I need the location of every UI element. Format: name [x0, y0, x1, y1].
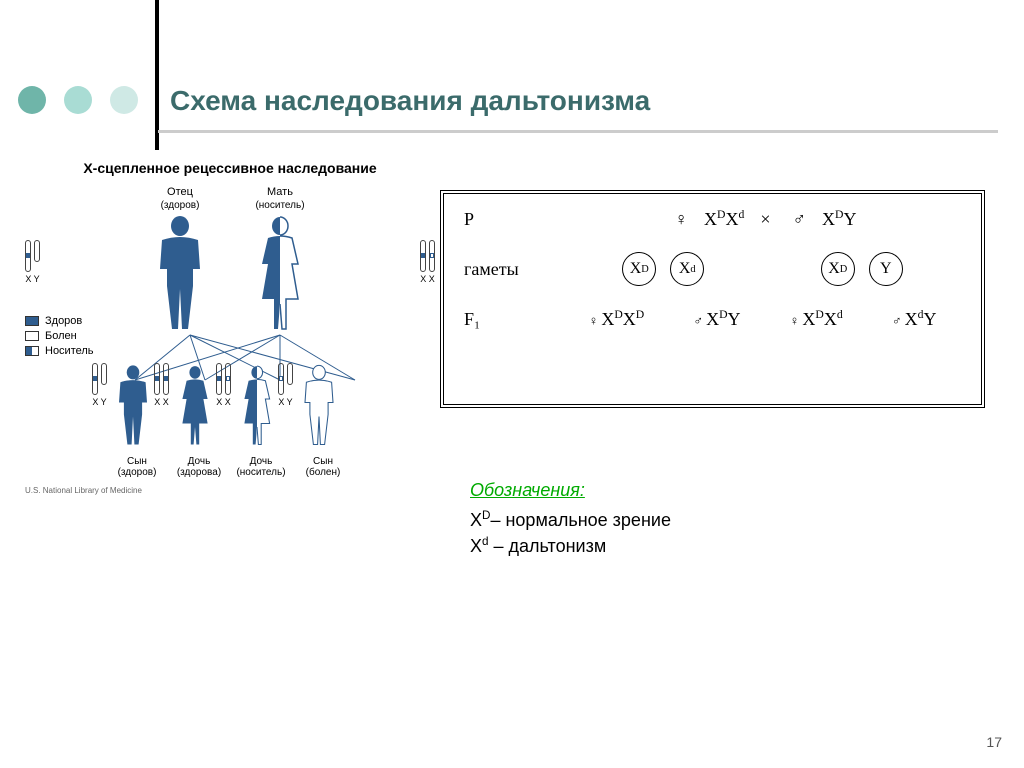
father-label: Отец (здоров) [161, 186, 200, 212]
parental-row: P ♀ XDXd × ♂ XDY [464, 208, 961, 230]
gamete-circle: XD [821, 252, 855, 286]
credit-text: U.S. National Library of Medicine [25, 486, 440, 495]
f1-offspring: ♀XDXD [589, 308, 645, 330]
legend-box-carrier [25, 346, 39, 356]
notes-heading: Обозначения: [470, 480, 671, 501]
father-chrom-label: X Y [25, 274, 39, 284]
f1-offspring: ♂XDY [693, 308, 740, 330]
mother-sub: (носитель) [255, 200, 304, 211]
note1-pre: X [470, 510, 482, 530]
children-row: X Y Сын(здоров) X X Дочь(здорова) X X До… [20, 364, 440, 478]
father-icon [150, 214, 210, 334]
father-column: Отец (здоров) [150, 186, 210, 334]
p-label: P [464, 209, 564, 230]
f1-label: F₁ [464, 309, 564, 330]
legend-carrier-label: Носитель [45, 345, 94, 357]
note-line-1: XD– нормальное зрение [470, 509, 671, 531]
child-label: Сын(здоров) [118, 456, 157, 478]
chrom-x-affected [429, 240, 435, 272]
male-symbol: ♂ [793, 209, 807, 230]
genetic-cross-box: P ♀ XDXd × ♂ XDY гаметы XD Xd XD Y F₁ ♀XDXD… [440, 190, 985, 408]
pedigree-heading: X-сцепленное рецессивное наследование [20, 160, 440, 176]
vertical-divider [155, 0, 159, 150]
child-column: X Y Сын(болен) [298, 364, 348, 478]
child-label: Дочь(здорова) [177, 456, 221, 478]
chrom-x-healthy [25, 240, 31, 272]
female-symbol: ♀ [675, 209, 689, 230]
chrom-y [34, 240, 40, 262]
mother-chrom: X X [420, 236, 435, 284]
slide-title: Схема наследования дальтонизма [170, 85, 650, 117]
gametes-row: гаметы XD Xd XD Y [464, 252, 961, 286]
cross-symbol: × [760, 209, 770, 230]
note1-post: – нормальное зрение [490, 510, 670, 530]
mother-column: Мать (носитель) [250, 186, 310, 334]
gametes-label: гаметы [464, 259, 564, 280]
p-male-genotype: XDY [822, 208, 856, 230]
legend-healthy: Здоров [25, 315, 94, 327]
dot-1 [18, 86, 46, 114]
father-chrom: X Y [25, 236, 40, 284]
gamete-group: XD Xd [618, 252, 708, 286]
gamete-circle: Y [869, 252, 903, 286]
legend-box-affected [25, 331, 39, 341]
legend-carrier: Носитель [25, 345, 94, 357]
gamete-circle: Xd [670, 252, 704, 286]
f1-offspring: ♀XDXd [790, 308, 843, 330]
chrom-x-healthy [420, 240, 426, 272]
mother-text: Мать [267, 186, 293, 198]
f1-row: F₁ ♀XDXD ♂XDY ♀XDXd ♂XdY [464, 308, 961, 330]
legend-box-healthy [25, 316, 39, 326]
child-label: Дочь(носитель) [236, 456, 285, 478]
mother-chrom-label: X X [420, 274, 435, 284]
dot-3 [110, 86, 138, 114]
p-female-genotype: XDXd [704, 208, 744, 230]
legend-affected: Болен [25, 330, 94, 342]
note2-pre: X [470, 536, 482, 556]
father-text: Отец [167, 186, 193, 198]
gamete-circle: XD [622, 252, 656, 286]
father-sub: (здоров) [161, 200, 200, 211]
dot-2 [64, 86, 92, 114]
note-line-2: Xd – дальтонизм [470, 535, 671, 557]
mother-label: Мать (носитель) [255, 186, 304, 212]
parents-row: X Y Отец (здоров) Мать (носитель) [20, 186, 440, 334]
legend-healthy-label: Здоров [45, 315, 82, 327]
page-number: 17 [986, 734, 1002, 750]
notes-block: Обозначения: XD– нормальное зрение Xd – … [470, 480, 671, 561]
decorative-dots [18, 86, 138, 114]
child-icon [298, 364, 348, 454]
child-label: Сын(болен) [306, 456, 341, 478]
legend-affected-label: Болен [45, 330, 77, 342]
note2-post: – дальтонизм [489, 536, 607, 556]
f1-offspring: ♂XdY [892, 308, 937, 330]
legend: Здоров Болен Носитель [25, 315, 94, 360]
mother-icon [250, 214, 310, 334]
gamete-group: XD Y [817, 252, 907, 286]
title-underline [158, 130, 998, 133]
